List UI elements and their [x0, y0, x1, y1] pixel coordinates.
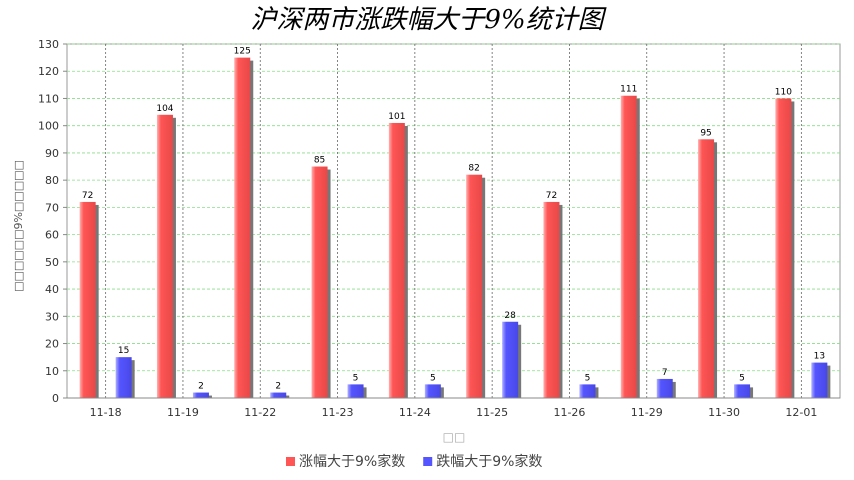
- bar: [502, 321, 519, 398]
- bar: [734, 384, 751, 398]
- bar: [466, 174, 483, 398]
- x-tick-label: 11-30: [708, 406, 740, 419]
- bar: [270, 392, 287, 398]
- y-tick-label: 20: [45, 338, 59, 351]
- x-tick-label: 11-25: [476, 406, 508, 419]
- legend-swatch: [286, 457, 295, 466]
- data-label: 5: [430, 373, 436, 383]
- x-tick-label: 11-22: [244, 406, 276, 419]
- bar: [811, 362, 828, 398]
- data-label: 15: [118, 346, 129, 356]
- y-tick-label: 10: [45, 365, 59, 378]
- data-label: 28: [504, 311, 516, 321]
- plot-area: 010203040506070809010011012013011-187215…: [38, 38, 841, 419]
- bar: [192, 392, 209, 398]
- bar: [775, 98, 792, 398]
- data-label: 82: [468, 164, 479, 174]
- bar: [347, 384, 364, 398]
- y-axis-label: □□□□□□9%□□□□□: [12, 160, 25, 292]
- bar: [388, 122, 405, 398]
- x-tick-label: 11-23: [322, 406, 354, 419]
- bar: [620, 95, 637, 398]
- y-tick-label: 70: [45, 201, 59, 214]
- x-tick-label: 11-24: [399, 406, 431, 419]
- data-label: 5: [585, 373, 591, 383]
- y-tick-label: 130: [38, 38, 59, 51]
- y-tick-label: 120: [38, 65, 59, 78]
- y-tick-label: 90: [45, 147, 59, 160]
- y-tick-label: 40: [45, 283, 59, 296]
- data-label: 110: [775, 87, 792, 97]
- data-label: 72: [546, 191, 557, 201]
- data-label: 5: [353, 373, 359, 383]
- x-tick-label: 11-26: [553, 406, 585, 419]
- y-tick-label: 50: [45, 256, 59, 269]
- bar: [543, 201, 560, 398]
- legend: 涨幅大于9%家数 跌幅大于9%家数: [286, 453, 542, 470]
- data-label: 13: [814, 352, 825, 362]
- bar: [579, 384, 596, 398]
- x-tick-label: 11-18: [90, 406, 122, 419]
- data-label: 111: [620, 85, 637, 95]
- x-tick-label: 11-19: [167, 406, 199, 419]
- y-tick-label: 30: [45, 310, 59, 323]
- chart-title: 沪深两市涨跌幅大于9%统计图: [250, 5, 607, 35]
- y-tick-label: 60: [45, 229, 59, 242]
- data-label: 104: [156, 104, 173, 114]
- x-tick-label: 11-29: [631, 406, 663, 419]
- bar: [424, 384, 441, 398]
- bar: [656, 378, 673, 398]
- data-label: 2: [198, 382, 204, 392]
- x-tick-label: 12-01: [785, 406, 817, 419]
- bar: [79, 201, 96, 398]
- legend-label: 跌幅大于9%家数: [436, 453, 542, 470]
- y-tick-label: 100: [38, 120, 59, 133]
- y-tick-label: 0: [52, 392, 59, 405]
- data-label: 72: [82, 191, 93, 201]
- y-tick-label: 110: [38, 92, 59, 105]
- data-label: 2: [275, 382, 281, 392]
- legend-label: 涨幅大于9%家数: [299, 453, 405, 470]
- data-label: 85: [314, 156, 325, 166]
- data-label: 95: [700, 128, 711, 138]
- x-axis-label: □□: [443, 430, 466, 444]
- legend-swatch: [423, 457, 433, 466]
- bar: [115, 357, 132, 398]
- y-tick-label: 80: [45, 174, 59, 187]
- bar: [311, 166, 328, 398]
- data-label: 101: [388, 112, 405, 122]
- bar: [234, 57, 251, 398]
- bar: [156, 114, 173, 399]
- data-label: 7: [662, 368, 668, 378]
- data-label: 125: [234, 47, 251, 57]
- bar: [698, 139, 715, 399]
- data-label: 5: [739, 373, 745, 383]
